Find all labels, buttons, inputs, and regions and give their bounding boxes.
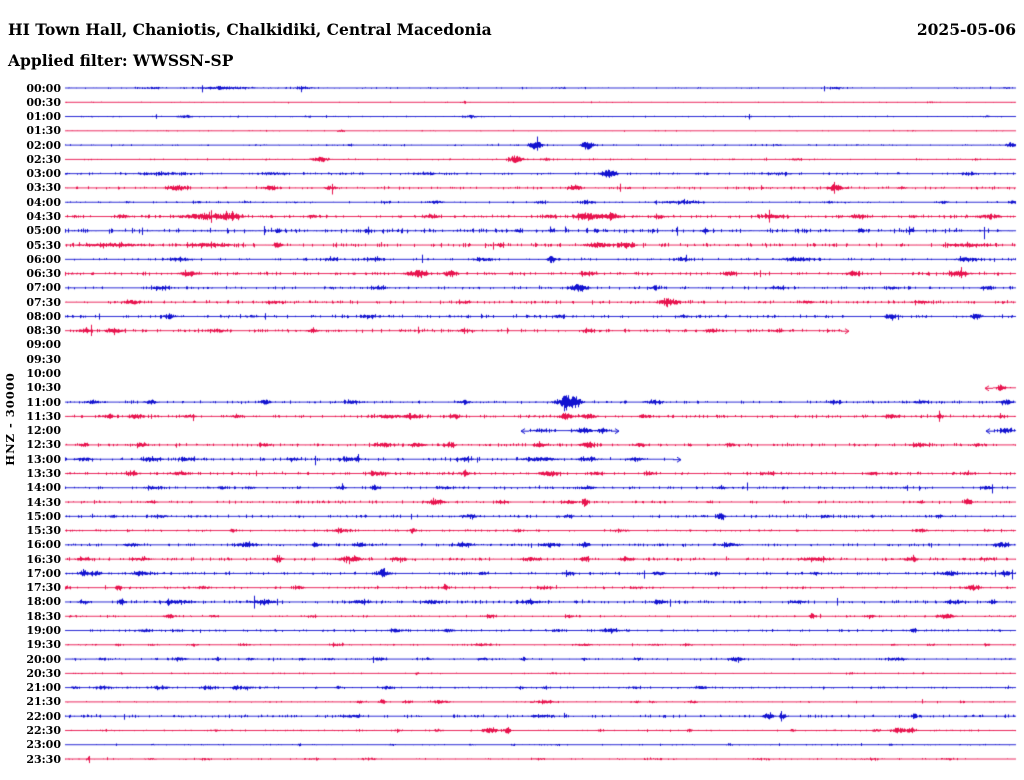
time-label: 03:30 <box>26 181 61 195</box>
time-label: 12:00 <box>26 424 61 438</box>
station-title: HI Town Hall, Chaniotis, Chalkidiki, Cen… <box>8 20 492 39</box>
time-label: 08:30 <box>26 324 61 338</box>
date-label: 2025-05-06 <box>916 20 1016 39</box>
filter-label: Applied filter: WWSSN-SP <box>8 51 234 70</box>
time-label: 03:00 <box>26 167 61 181</box>
time-label: 19:30 <box>26 638 61 652</box>
time-label: 16:30 <box>26 552 61 566</box>
time-label: 06:30 <box>26 267 61 281</box>
time-label: 04:00 <box>26 195 61 209</box>
time-label: 16:00 <box>26 538 61 552</box>
time-label: 14:00 <box>26 481 61 495</box>
time-label: 08:00 <box>26 309 61 323</box>
time-label: 00:00 <box>26 81 61 95</box>
time-label: 02:30 <box>26 152 61 166</box>
time-label: 12:30 <box>26 438 61 452</box>
time-label: 18:00 <box>26 595 61 609</box>
time-label: 10:30 <box>26 381 61 395</box>
time-label: 15:00 <box>26 509 61 523</box>
time-label: 22:00 <box>26 709 61 723</box>
time-label: 21:00 <box>26 681 61 695</box>
time-label: 17:00 <box>26 566 61 580</box>
time-label: 04:30 <box>26 209 61 223</box>
time-label: 05:30 <box>26 238 61 252</box>
time-label: 05:00 <box>26 224 61 238</box>
time-label: 10:00 <box>26 367 61 381</box>
time-label: 07:30 <box>26 295 61 309</box>
time-label: 15:30 <box>26 524 61 538</box>
time-label: 06:00 <box>26 252 61 266</box>
time-label: 20:00 <box>26 652 61 666</box>
time-label: 01:00 <box>26 110 61 124</box>
time-label: 02:00 <box>26 138 61 152</box>
time-label: 13:30 <box>26 466 61 480</box>
time-label: 22:30 <box>26 723 61 737</box>
time-label: 11:30 <box>26 409 61 423</box>
time-label: 09:30 <box>26 352 61 366</box>
time-label: 21:30 <box>26 695 61 709</box>
time-axis-labels: 00:00 00:30 01:00 01:30 02:00 02:30 03:00 03:30… <box>0 0 62 780</box>
time-label: 11:00 <box>26 395 61 409</box>
time-label: 09:00 <box>26 338 61 352</box>
time-label: 07:00 <box>26 281 61 295</box>
time-label: 00:30 <box>26 95 61 109</box>
time-label: 23:00 <box>26 738 61 752</box>
time-label: 20:30 <box>26 666 61 680</box>
time-label: 01:30 <box>26 124 61 138</box>
time-label: 18:30 <box>26 609 61 623</box>
time-label: 23:30 <box>26 752 61 766</box>
time-label: 13:00 <box>26 452 61 466</box>
time-label: 17:30 <box>26 581 61 595</box>
time-label: 19:00 <box>26 624 61 638</box>
time-label: 14:30 <box>26 495 61 509</box>
